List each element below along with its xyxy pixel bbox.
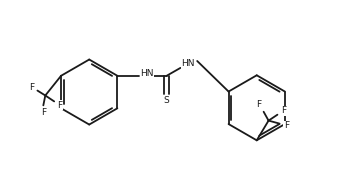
Text: F: F (284, 121, 289, 130)
Text: S: S (164, 96, 169, 105)
Text: F: F (29, 83, 34, 92)
Text: HN: HN (140, 69, 154, 78)
Text: F: F (41, 108, 46, 117)
Text: HN: HN (181, 60, 195, 68)
Text: F: F (281, 106, 286, 115)
Text: F: F (256, 100, 261, 109)
Text: F: F (58, 101, 63, 110)
